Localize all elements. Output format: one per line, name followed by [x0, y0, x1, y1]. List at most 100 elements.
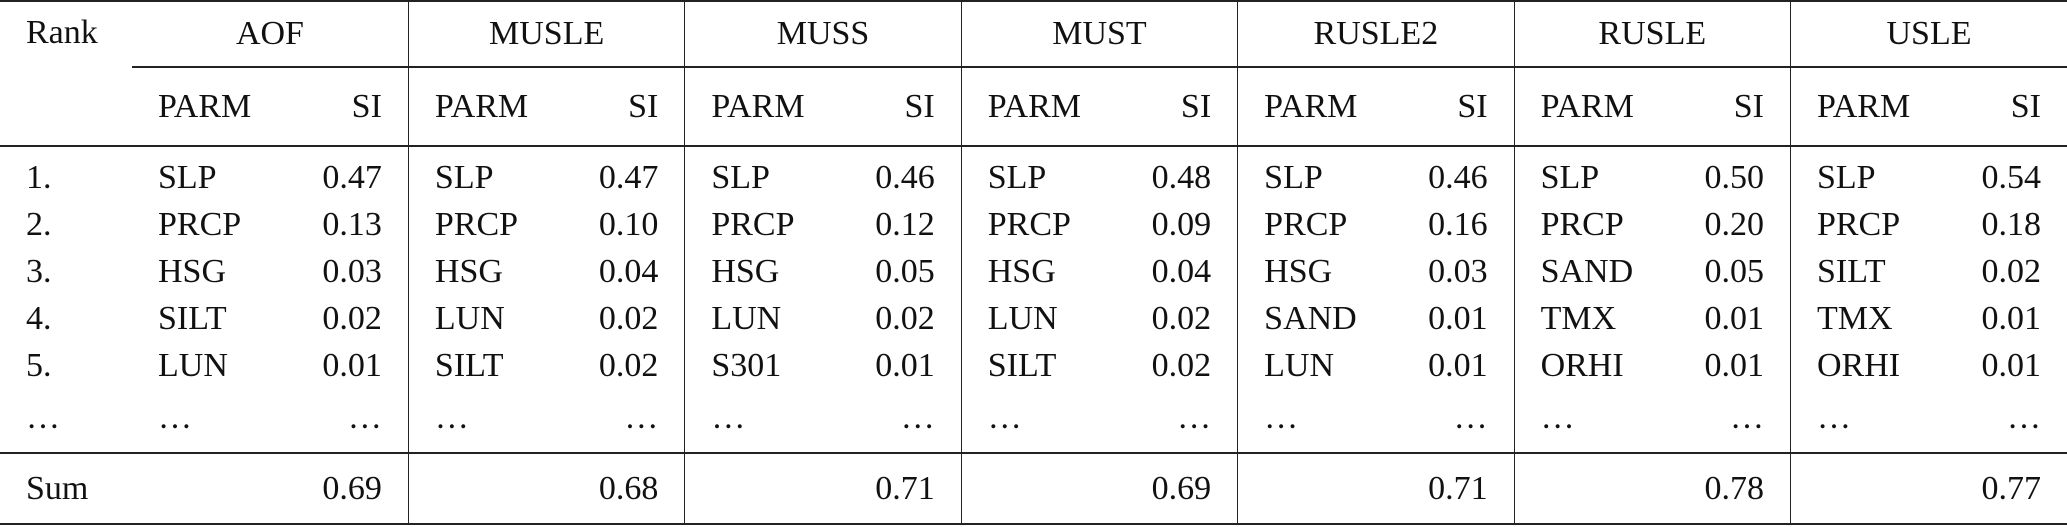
parm-header: PARM — [1789, 67, 1929, 146]
parm: PRCP — [1237, 201, 1376, 249]
si: 0.02 — [598, 300, 659, 337]
sum-row: Sum 0.69 0.68 0.71 0.69 0.71 0.78 0.77 — [0, 452, 2067, 525]
model-header: RUSLE2 — [1237, 0, 1515, 68]
parm: ORHI — [1789, 342, 1929, 390]
parm: PRCP — [684, 201, 824, 249]
si: 0.02 — [1151, 300, 1212, 337]
parm: LUN — [1237, 342, 1376, 390]
parm: SLP — [132, 145, 271, 202]
si: 0.09 — [1151, 206, 1212, 243]
si: 0.54 — [1928, 145, 2067, 202]
parm-header: PARM — [960, 67, 1100, 146]
parm: PRCP — [1789, 201, 1929, 249]
si: 0.01 — [1704, 347, 1764, 384]
si-header: SI — [1457, 87, 1488, 125]
parm: HSG — [960, 248, 1100, 296]
parm: SILT — [1789, 248, 1929, 296]
si-header: SI — [2010, 87, 2041, 125]
ellipsis: … — [407, 389, 547, 453]
si-header: SI — [628, 87, 659, 125]
parm: SLP — [1789, 145, 1929, 202]
ellipsis: … — [684, 389, 824, 453]
parm-header: PARM — [1513, 67, 1653, 146]
parm: SLP — [407, 145, 547, 202]
ellipsis: … — [900, 398, 935, 436]
model-header: MUST — [960, 0, 1238, 68]
parm: SLP — [1237, 145, 1376, 202]
parm: LUN — [684, 295, 824, 343]
rank: 5. — [26, 347, 52, 384]
header-row: Rank AOF MUSLE MUSS MUST RUSLE2 RUSLE USLE — [0, 0, 2067, 146]
parm: S301 — [684, 342, 824, 390]
ellipsis: … — [26, 398, 60, 436]
parm: ORHI — [1513, 342, 1653, 390]
parm: TMX — [1513, 295, 1653, 343]
sum-value: 0.69 — [960, 452, 1238, 525]
parm: PRCP — [960, 201, 1100, 249]
parm: PRCP — [158, 206, 242, 243]
ellipsis: … — [1237, 389, 1376, 453]
ellipsis: … — [158, 398, 192, 436]
parm: HSG — [1237, 248, 1376, 296]
parm-header: PARM — [684, 67, 824, 146]
si: 0.46 — [823, 145, 962, 202]
si: 0.01 — [1981, 347, 2042, 384]
ellipsis: … — [1513, 389, 1653, 453]
rank: 3. — [26, 253, 52, 290]
si: 0.01 — [1428, 347, 1488, 384]
parm: SAND — [1513, 248, 1653, 296]
subheader-row: PARM SI PARM SI PARM SI PARM SI PARM SI PARM SI PARM… — [0, 67, 2067, 146]
sum-value: 0.77 — [1789, 452, 2067, 525]
sum-value: 0.69 — [132, 452, 409, 525]
si: 0.02 — [1151, 347, 1212, 384]
ellipsis: … — [347, 398, 382, 436]
si: 0.16 — [1428, 206, 1488, 243]
data-row: 5. LUN 0.01 SILT 0.02 S301 0.01 SILT 0.02 LUN 0.01… — [0, 342, 2067, 390]
si: 0.01 — [1428, 300, 1488, 337]
parm: SILT — [158, 300, 227, 337]
si-header: SI — [1733, 87, 1764, 125]
ellipsis: … — [1729, 398, 1764, 436]
si: 0.12 — [875, 206, 935, 243]
si: 0.02 — [598, 347, 659, 384]
si: 0.02 — [875, 300, 935, 337]
ellipsis: … — [624, 398, 659, 436]
model-header: RUSLE — [1513, 0, 1791, 68]
rank: 1. — [0, 145, 132, 202]
parm: SLP — [960, 145, 1100, 202]
si: 0.47 — [270, 145, 409, 202]
si: 0.18 — [1981, 206, 2042, 243]
parm: LUN — [158, 347, 228, 384]
ellipsis: … — [1453, 398, 1488, 436]
si: 0.03 — [1428, 253, 1488, 290]
parm: HSG — [407, 248, 547, 296]
parm: HSG — [158, 253, 227, 290]
parm: LUN — [960, 295, 1100, 343]
si: 0.02 — [1981, 253, 2042, 290]
model-header: MUSLE — [407, 0, 685, 68]
rank: 4. — [26, 300, 52, 337]
parm: SLP — [684, 145, 824, 202]
parm: SILT — [960, 342, 1100, 390]
sum-value: 0.71 — [1237, 452, 1515, 525]
si: 0.01 — [1981, 300, 2042, 337]
si: 0.20 — [1704, 206, 1764, 243]
parm: LUN — [407, 295, 547, 343]
si: 0.04 — [1151, 253, 1212, 290]
rank-header: Rank — [0, 0, 132, 146]
data-row: 2. PRCP 0.13 PRCP 0.10 PRCP 0.12 PRCP 0.09 PRCP 0.… — [0, 201, 2067, 249]
si: 0.48 — [1099, 145, 1238, 202]
si: 0.13 — [322, 206, 382, 243]
si: 0.02 — [322, 300, 382, 337]
si: 0.46 — [1375, 145, 1515, 202]
ellipsis: … — [2007, 398, 2041, 436]
parm: SAND — [1237, 295, 1376, 343]
ellipsis-row: ……………………………………… — [0, 389, 2067, 453]
si: 0.50 — [1652, 145, 1791, 202]
model-header: AOF — [132, 0, 409, 68]
si: 0.03 — [322, 253, 382, 290]
si: 0.47 — [546, 145, 685, 202]
ellipsis: … — [1789, 389, 1929, 453]
